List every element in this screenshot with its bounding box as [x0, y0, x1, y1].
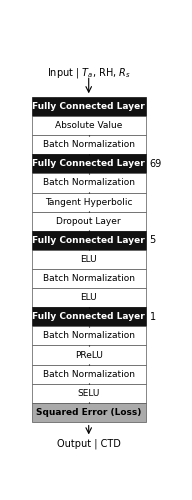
Text: Dropout Layer: Dropout Layer [56, 216, 121, 226]
Text: Batch Normalization: Batch Normalization [43, 332, 135, 340]
Bar [32, 403, 146, 422]
Text: Fully Connected Layer: Fully Connected Layer [32, 312, 145, 322]
Bar [32, 346, 146, 364]
Bar [32, 326, 146, 345]
Text: ELU: ELU [80, 255, 97, 264]
Text: Squared Error (Loss): Squared Error (Loss) [36, 408, 141, 417]
Text: Batch Normalization: Batch Normalization [43, 178, 135, 188]
Text: Input | $T_a$, RH, $R_s$: Input | $T_a$, RH, $R_s$ [47, 66, 131, 80]
Bar [32, 154, 146, 174]
Bar [32, 250, 146, 269]
Bar [32, 97, 146, 116]
Bar [32, 384, 146, 403]
Text: 5: 5 [150, 236, 156, 246]
Bar [32, 192, 146, 212]
Bar [32, 231, 146, 250]
Text: Tangent Hyperbolic: Tangent Hyperbolic [45, 198, 132, 206]
Text: Absolute Value: Absolute Value [55, 121, 122, 130]
Text: Fully Connected Layer: Fully Connected Layer [32, 236, 145, 245]
Bar [32, 116, 146, 135]
Text: Fully Connected Layer: Fully Connected Layer [32, 160, 145, 168]
Bar [32, 307, 146, 326]
Bar [32, 364, 146, 384]
Text: Batch Normalization: Batch Normalization [43, 140, 135, 149]
Text: Fully Connected Layer: Fully Connected Layer [32, 102, 145, 111]
Text: Batch Normalization: Batch Normalization [43, 370, 135, 378]
Bar [32, 269, 146, 288]
Text: Output | CTD: Output | CTD [57, 439, 121, 450]
Text: 1: 1 [150, 312, 156, 322]
Bar [32, 212, 146, 231]
Bar [32, 135, 146, 154]
Text: Batch Normalization: Batch Normalization [43, 274, 135, 283]
Bar [32, 174, 146, 193]
Text: SELU: SELU [78, 388, 100, 398]
Bar [32, 288, 146, 307]
Text: 69: 69 [150, 159, 162, 169]
Text: PReLU: PReLU [75, 350, 103, 360]
Text: ELU: ELU [80, 293, 97, 302]
